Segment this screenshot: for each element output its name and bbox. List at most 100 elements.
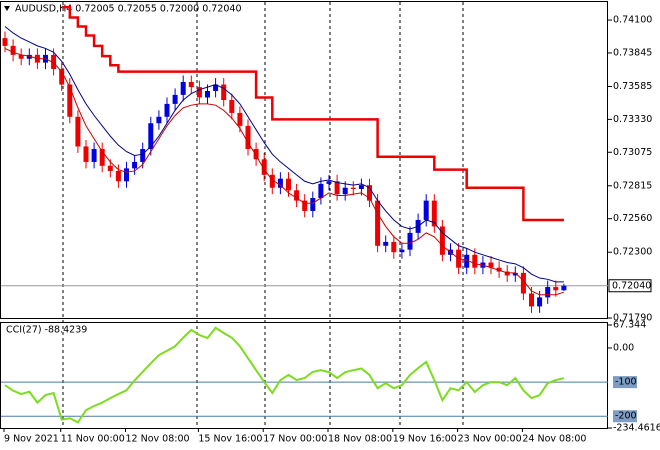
candle-body [277, 178, 283, 188]
candle-body [520, 272, 526, 294]
current-price-label: 0.72040 [612, 280, 651, 291]
candle-body [472, 254, 478, 268]
candle-body [164, 103, 170, 117]
candle-body [537, 297, 543, 307]
candle-body [75, 116, 81, 147]
candle-body [431, 200, 437, 227]
x-tick-label: 12 Nov 08:00 [126, 434, 190, 445]
candle-body [67, 84, 73, 117]
level-label: -200 [615, 411, 637, 422]
candle-body [59, 69, 65, 85]
cci-title: CCI(27) -88.4239 [6, 325, 87, 336]
candle-body [553, 287, 559, 291]
y-tick-label: -234.4616 [613, 423, 660, 434]
collapse-icon [4, 6, 10, 11]
x-tick-label: 24 Nov 08:00 [522, 434, 586, 445]
candle-body [294, 190, 300, 201]
x-tick-label: 17 Nov 00:00 [263, 434, 327, 445]
candle-body [407, 232, 413, 250]
level-box [613, 410, 637, 423]
candle-body [10, 45, 16, 55]
candle-body [334, 181, 340, 195]
candle-body [439, 226, 445, 255]
candle-body [205, 90, 210, 98]
y-tick-label: 0.72300 [613, 247, 652, 258]
candle-body [115, 170, 121, 182]
y-tick-label: 0.72815 [613, 180, 652, 191]
candle-body [269, 174, 275, 188]
y-tick-label: 67.344 [613, 320, 646, 331]
level-box [613, 376, 637, 389]
candle-body [253, 149, 259, 160]
candle-body [286, 178, 291, 191]
y-tick-label: 0.73585 [613, 81, 652, 92]
candle-body [188, 81, 194, 88]
candle-body [261, 159, 267, 175]
candle-body [229, 100, 235, 113]
candle-body [464, 254, 470, 268]
candle-body [496, 267, 502, 272]
y-tick-label: 0.73845 [613, 47, 652, 58]
candle-body [367, 185, 372, 201]
indicator-line [4, 26, 564, 283]
candle-body [423, 200, 429, 220]
candle-body [91, 149, 97, 162]
candle-body [326, 181, 332, 184]
candle-body [488, 262, 494, 268]
candle-body [18, 54, 24, 59]
candle-body [83, 146, 89, 162]
cci-panel [0, 322, 608, 429]
candle-body [180, 81, 186, 95]
candle-body [237, 112, 243, 126]
indicator-line [4, 47, 565, 296]
candle-body [51, 54, 57, 70]
candle-body [375, 200, 381, 246]
candle-body [172, 94, 178, 104]
candle-body [26, 54, 32, 59]
candle-body [342, 187, 348, 195]
y-tick-label: 0.72560 [613, 213, 652, 224]
candle-body [99, 149, 105, 166]
y-tick-label: 0.74100 [613, 15, 652, 26]
x-tick-label: 19 Nov 16:00 [393, 434, 457, 445]
candle-body [512, 272, 518, 276]
y-tick-label: 0.73075 [613, 147, 652, 158]
candle-body [310, 198, 316, 211]
candle-body [156, 116, 162, 124]
candle-body [318, 183, 324, 199]
y-tick-label: 0.00 [613, 342, 634, 353]
y-tick-label: 0.73330 [613, 114, 652, 125]
indicator-line [4, 326, 565, 424]
level-label: -100 [615, 377, 637, 388]
candle-body [132, 161, 138, 169]
x-tick-label: 11 Nov 00:00 [61, 434, 125, 445]
candle-body [213, 84, 219, 91]
candle-body [545, 287, 551, 298]
chart-title: AUDUSD,H4 0.72005 0.72055 0.72000 0.7204… [15, 4, 242, 15]
candle-body [196, 87, 202, 98]
candle-body [383, 241, 389, 246]
candle-body [302, 200, 308, 211]
x-tick-label: 9 Nov 2021 [4, 434, 59, 445]
candle-body [107, 165, 113, 171]
indicator-line [61, 5, 564, 222]
y-tick-label: 0.71790 [613, 313, 652, 324]
candle-body [391, 241, 397, 253]
period-separators [62, 2, 464, 428]
candle-body [124, 168, 129, 182]
candle-body [399, 249, 405, 253]
candle-body [221, 84, 227, 101]
x-tick-label: 23 Nov 00:00 [458, 434, 522, 445]
x-tick-label: 18 Nov 08:00 [328, 434, 392, 445]
candle-body [358, 185, 364, 190]
candle-body [140, 149, 146, 162]
candle-body [529, 293, 534, 307]
current-price-box [608, 279, 652, 293]
candle-body [245, 125, 251, 150]
x-tick-label: 15 Nov 16:00 [198, 434, 262, 445]
candle-body [561, 285, 567, 291]
candle-body [148, 123, 154, 150]
candle-body [350, 187, 356, 190]
candle-body [504, 271, 510, 276]
